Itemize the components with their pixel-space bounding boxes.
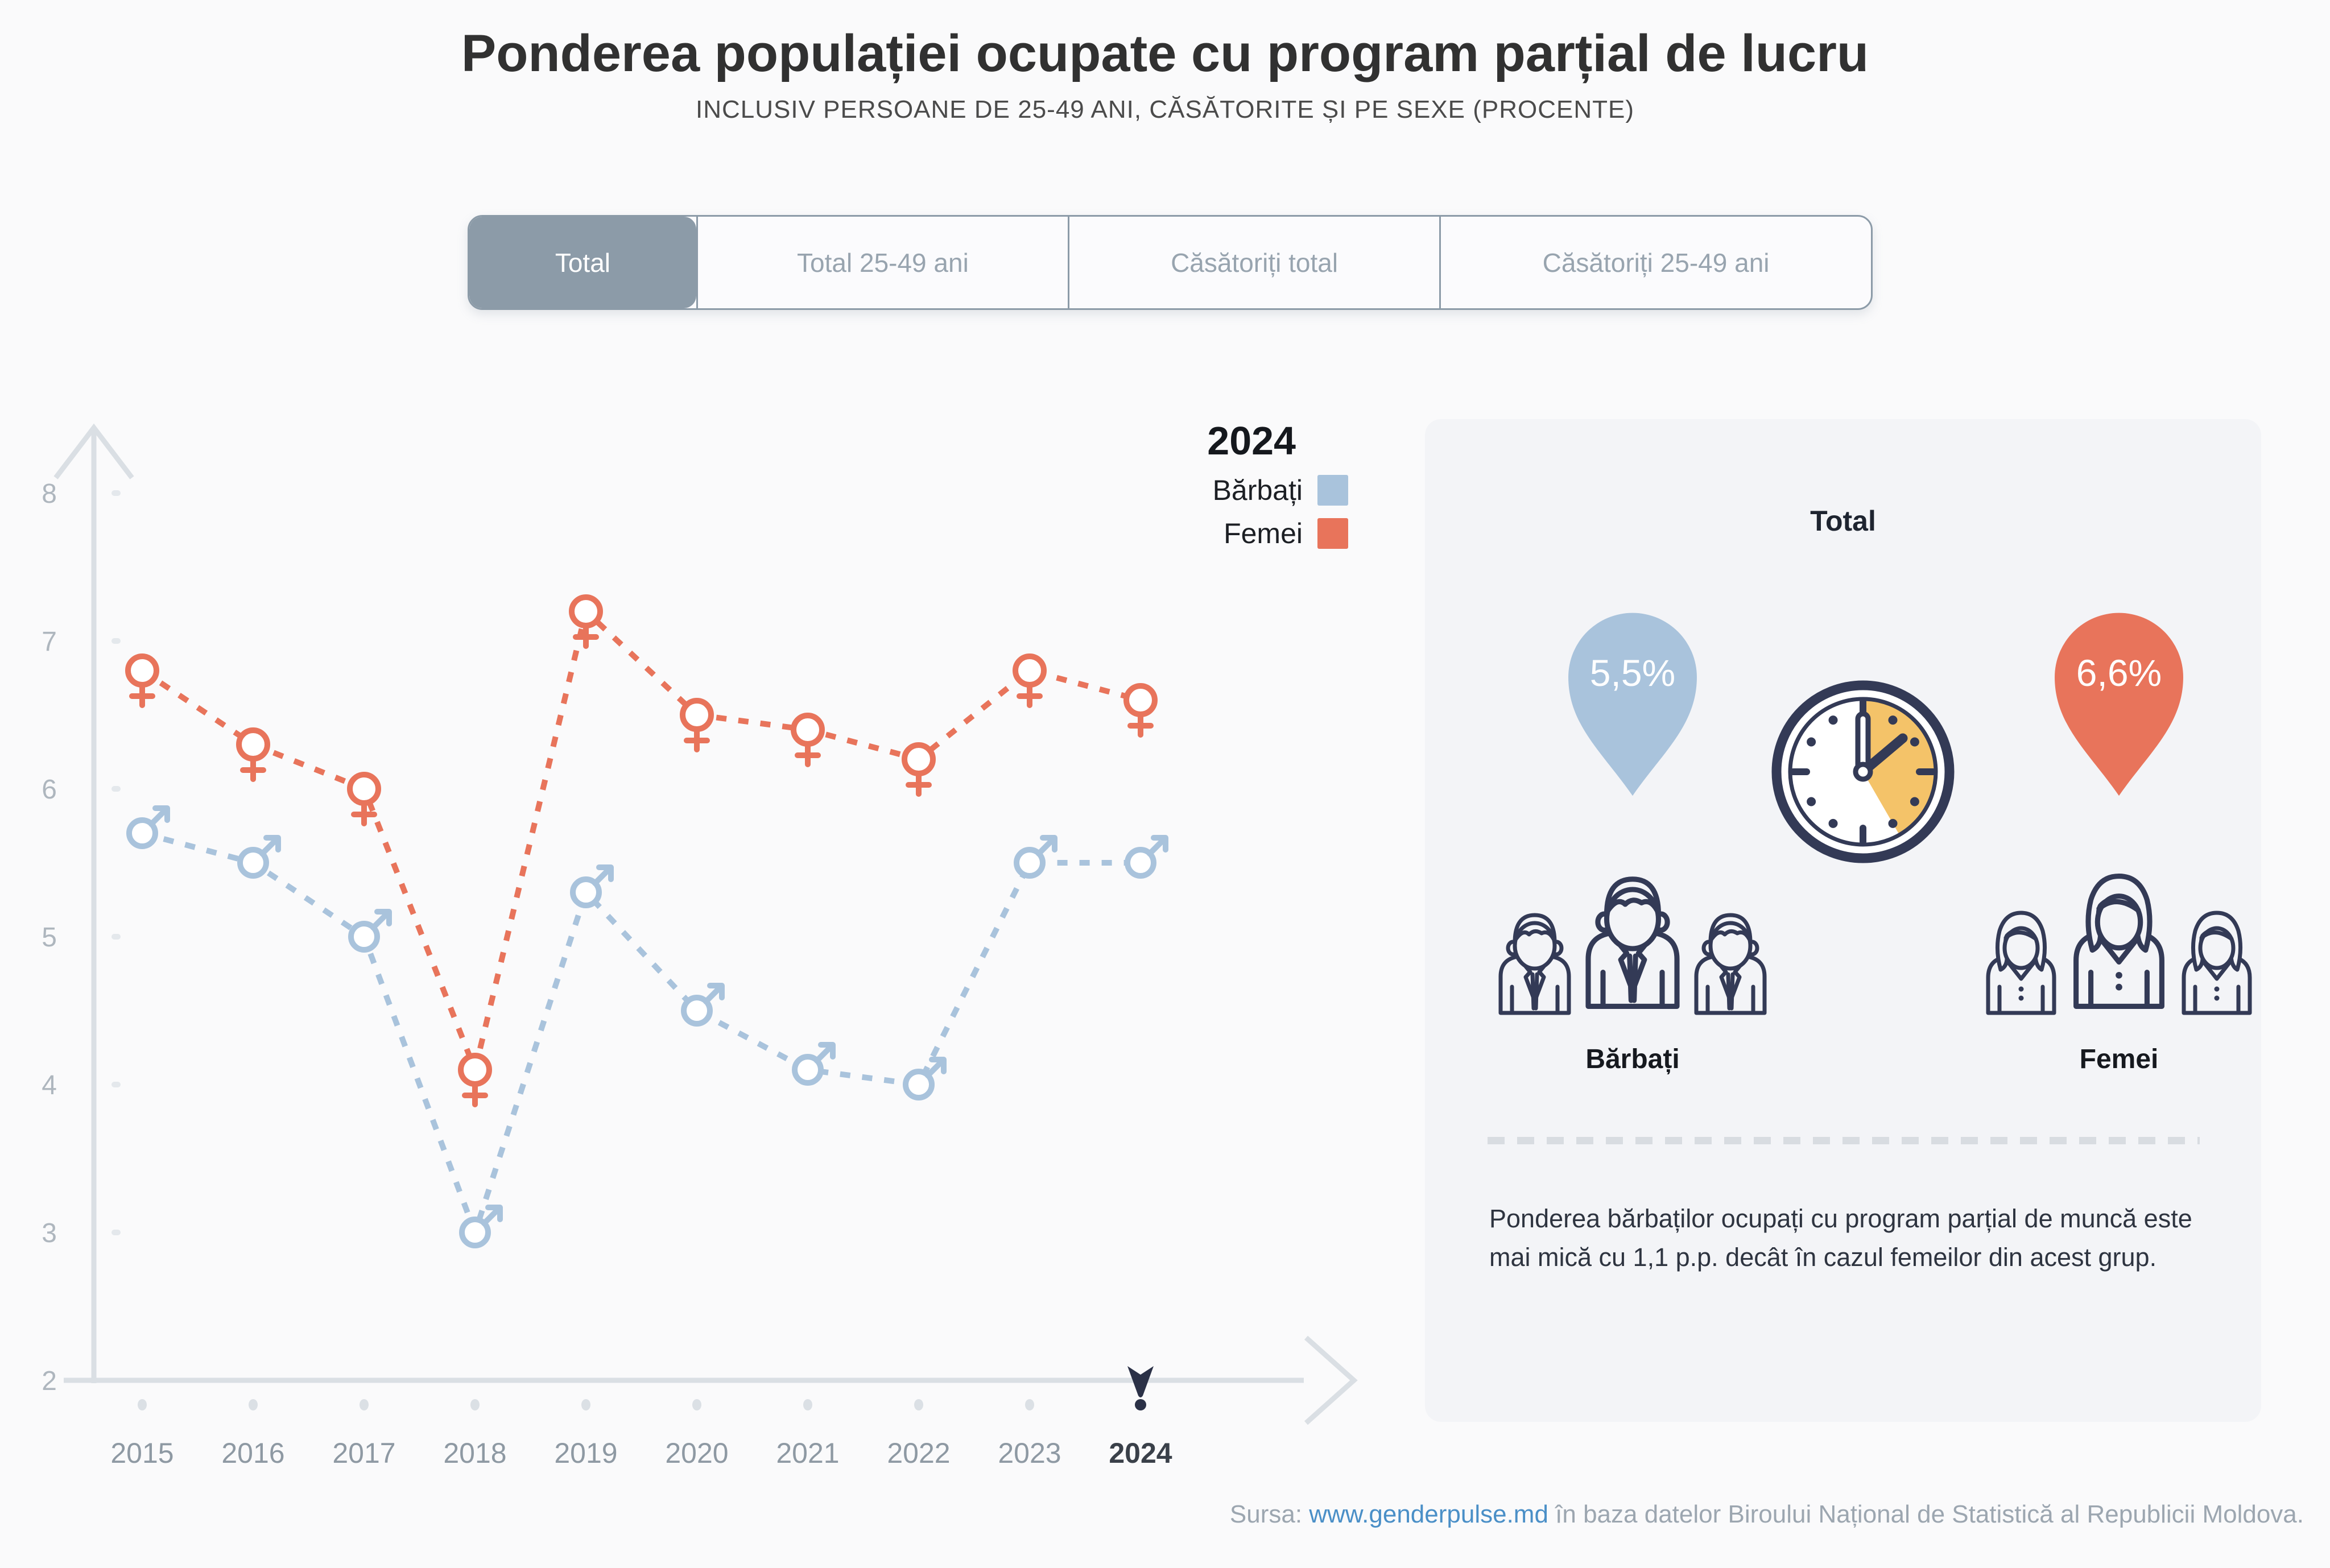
- year-dot: [692, 1399, 701, 1410]
- y-tick-label: 4: [42, 1070, 57, 1101]
- series-line-female: [141, 606, 1142, 1079]
- tab-bar: Total Total 25-49 ani Căsătoriți total C…: [468, 215, 1873, 310]
- male-marker[interactable]: [126, 805, 170, 849]
- y-tick-label: 2: [42, 1366, 57, 1396]
- x-year-label[interactable]: 2015: [110, 1437, 173, 1469]
- y-tick-label: 5: [42, 922, 57, 953]
- women-color-swatch: [1317, 518, 1348, 549]
- panel-title: Total: [1810, 505, 1876, 537]
- tab-total-25-49[interactable]: Total 25-49 ani: [696, 217, 1068, 308]
- male-marker[interactable]: [903, 1057, 947, 1101]
- y-tick-mark: [111, 1082, 121, 1087]
- y-tick-label: 7: [42, 627, 57, 657]
- y-tick-mark: [111, 786, 121, 792]
- panel-note: Ponderea bărbaților ocupați cu program p…: [1489, 1204, 2192, 1272]
- legend-item-women: Femei: [1109, 517, 1348, 550]
- male-marker[interactable]: [681, 983, 725, 1027]
- legend-item-men: Bărbați: [1109, 474, 1348, 507]
- female-marker[interactable]: [1013, 653, 1047, 708]
- women-value-pin: 6,6%: [2036, 591, 2201, 799]
- x-year-label[interactable]: 2018: [443, 1437, 506, 1469]
- x-year-label[interactable]: 2024: [1109, 1437, 1172, 1469]
- male-marker[interactable]: [570, 864, 614, 908]
- dashed-divider: [1488, 1137, 2200, 1144]
- tab-married-total[interactable]: Căsătoriți total: [1068, 217, 1439, 308]
- female-marker[interactable]: [791, 713, 825, 767]
- y-tick-mark: [111, 1230, 121, 1235]
- men-color-swatch: [1317, 475, 1348, 506]
- male-marker[interactable]: [348, 909, 392, 953]
- tab-total[interactable]: Total: [469, 217, 696, 308]
- chart-legend: 2024 Bărbați Femei: [1109, 418, 1348, 550]
- y-tick-label: 3: [42, 1218, 57, 1248]
- men-value: 5,5%: [1589, 652, 1676, 694]
- x-year-label[interactable]: 2017: [332, 1437, 395, 1469]
- female-marker[interactable]: [902, 742, 936, 797]
- clock-icon: [1766, 675, 1960, 868]
- male-marker[interactable]: [237, 835, 281, 879]
- legend-women-label: Femei: [1224, 518, 1303, 549]
- legend-year: 2024: [1207, 419, 1296, 463]
- male-marker[interactable]: [1014, 835, 1057, 879]
- men-value-pin: 5,5%: [1550, 591, 1715, 799]
- source-prefix: Sursa:: [1229, 1500, 1309, 1528]
- year-dot: [581, 1399, 590, 1410]
- female-marker[interactable]: [569, 594, 603, 649]
- year-dot: [249, 1399, 258, 1410]
- y-tick-mark: [111, 638, 121, 644]
- x-year-label[interactable]: 2021: [776, 1437, 839, 1469]
- men-group-icon: [1479, 867, 1786, 1015]
- male-marker[interactable]: [1125, 835, 1168, 879]
- year-dot: [1025, 1399, 1034, 1410]
- male-marker[interactable]: [459, 1205, 503, 1248]
- page-title: Ponderea populației ocupate cu program p…: [461, 24, 1869, 82]
- part-time-employment-line-chart: 8 7 6 5 4 3 2 2015 2016 2017 2018 2019 2020 2021 2022 2…: [42, 423, 1358, 1469]
- x-year-label[interactable]: 2023: [998, 1437, 1061, 1469]
- series-line-male: [141, 830, 1141, 1242]
- source-link[interactable]: www.genderpulse.md: [1309, 1500, 1548, 1528]
- x-year-label[interactable]: 2020: [665, 1437, 728, 1469]
- x-year-label[interactable]: 2016: [221, 1437, 284, 1469]
- female-marker[interactable]: [347, 772, 381, 826]
- y-tick-mark: [111, 934, 121, 940]
- women-group-icon: [1965, 867, 2273, 1015]
- male-marker[interactable]: [792, 1042, 836, 1086]
- female-marker[interactable]: [125, 653, 159, 708]
- y-tick-mark: [111, 490, 121, 496]
- current-year-pin: [1127, 1366, 1154, 1410]
- year-dot: [138, 1399, 147, 1410]
- page-subtitle: INCLUSIV PERSOANE DE 25-49 ANI, CĂSĂTORI…: [695, 96, 1635, 123]
- y-axis-arrow: [53, 423, 134, 479]
- female-marker[interactable]: [1123, 683, 1158, 738]
- x-year-label[interactable]: 2022: [887, 1437, 950, 1469]
- women-label: Femei: [2079, 1044, 2159, 1074]
- female-marker[interactable]: [236, 727, 270, 782]
- year-dot: [470, 1399, 480, 1410]
- female-marker[interactable]: [458, 1053, 492, 1107]
- source-line: Sursa: www.genderpulse.md în baza datelo…: [1230, 1500, 2304, 1529]
- year-dot: [360, 1399, 369, 1410]
- year-dot: [914, 1399, 923, 1410]
- y-tick-label: 6: [42, 775, 57, 805]
- female-marker[interactable]: [680, 698, 714, 752]
- x-axis-arrow: [1304, 1335, 1358, 1425]
- x-year-label[interactable]: 2019: [554, 1437, 617, 1469]
- summary-panel: Total 5,5% 6,6%: [1425, 419, 2261, 1422]
- men-pin-shape: [1568, 613, 1697, 796]
- tab-married-25-49[interactable]: Căsătoriți 25-49 ani: [1439, 217, 1871, 308]
- source-suffix: în baza datelor Biroului Național de Sta…: [1548, 1500, 2304, 1528]
- women-pin-shape: [2055, 613, 2183, 796]
- men-label: Bărbați: [1585, 1044, 1680, 1074]
- legend-men-label: Bărbați: [1212, 474, 1303, 506]
- y-tick-label: 8: [42, 479, 57, 509]
- women-value: 6,6%: [2076, 652, 2162, 694]
- year-dot: [803, 1399, 812, 1410]
